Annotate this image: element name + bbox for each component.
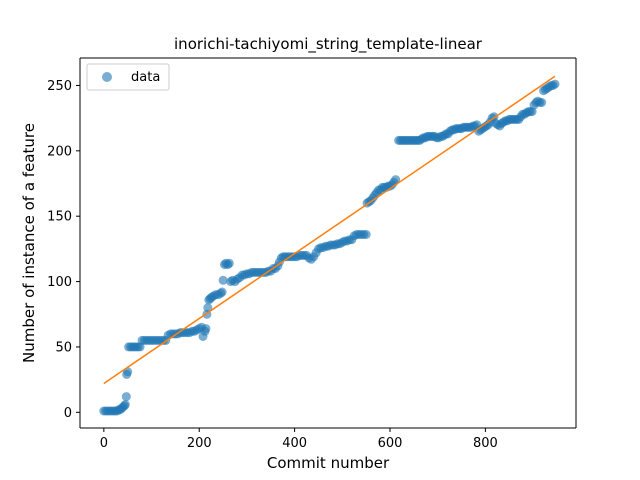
x-tick-label: 0 [100, 436, 108, 451]
data-point [217, 287, 227, 297]
x-tick-label: 200 [187, 436, 212, 451]
y-tick-label: 0 [64, 406, 72, 421]
data-point [361, 230, 371, 239]
data-point [550, 79, 560, 89]
fit-line [103, 75, 556, 385]
y-tick-label: 200 [47, 144, 72, 159]
data-point [201, 324, 211, 334]
x-tick-label: 400 [282, 436, 307, 451]
data-point [120, 400, 130, 409]
axes-frame [79, 57, 577, 429]
data-point [203, 303, 213, 313]
legend-label: data [131, 70, 160, 85]
legend: data [86, 63, 170, 91]
x-tick-label: 600 [378, 436, 403, 451]
chart-title: inorichi-tachiyomi_string_template-linea… [174, 35, 483, 54]
x-tick-label: 800 [473, 436, 498, 451]
data-point [218, 275, 228, 285]
y-tick-label: 100 [47, 275, 72, 290]
y-tick-label: 250 [47, 79, 72, 94]
data-point [391, 175, 401, 185]
x-axis-title: Commit number [267, 454, 390, 472]
y-tick-label: 150 [47, 210, 72, 225]
y-tick-label: 50 [55, 340, 72, 355]
y-axis-ticks: 0 50 100 150 200 250 [47, 79, 80, 421]
y-axis-title: Number of instance of a feature [20, 123, 38, 363]
legend-box [86, 63, 170, 91]
legend-marker [102, 72, 112, 82]
x-axis-ticks: 0 200 400 600 800 [100, 428, 498, 451]
data-point [224, 258, 234, 268]
data-points-layer [99, 79, 560, 416]
data-point [121, 392, 131, 402]
data-point [537, 98, 547, 107]
